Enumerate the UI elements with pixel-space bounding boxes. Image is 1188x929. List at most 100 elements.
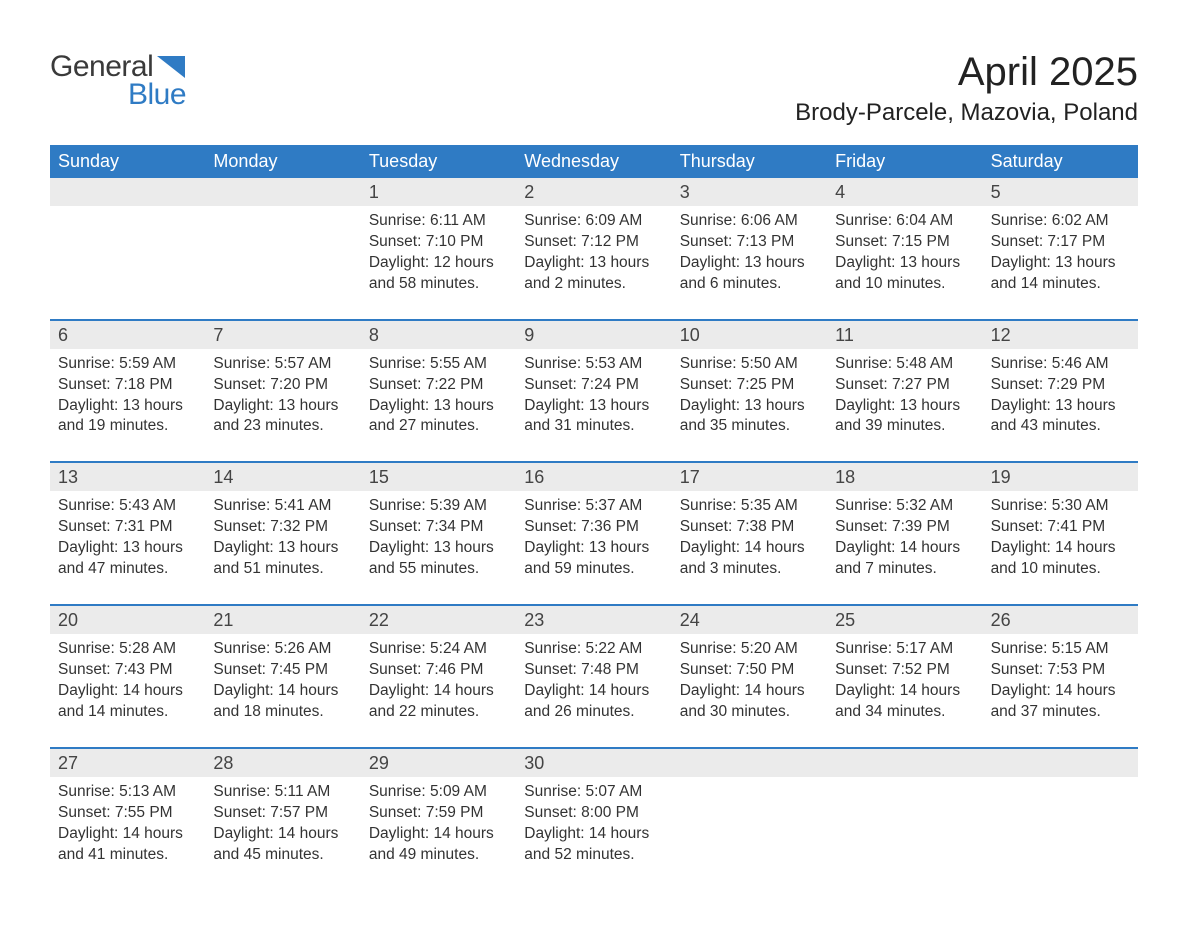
day-sunset: Sunset: 7:41 PM	[991, 517, 1130, 538]
day-sunset: Sunset: 8:00 PM	[524, 803, 663, 824]
day-daylight2: and 10 minutes.	[991, 559, 1130, 580]
day-daylight2: and 14 minutes.	[991, 274, 1130, 295]
day-daylight2: and 43 minutes.	[991, 416, 1130, 437]
day-daylight2: and 51 minutes.	[213, 559, 352, 580]
day-sunset: Sunset: 7:55 PM	[58, 803, 197, 824]
day-daylight2: and 58 minutes.	[369, 274, 508, 295]
day-daylight1: Daylight: 13 hours	[991, 253, 1130, 274]
day-sunset: Sunset: 7:31 PM	[58, 517, 197, 538]
day-number: 29	[361, 749, 516, 777]
day-sunset: Sunset: 7:48 PM	[524, 660, 663, 681]
day-number: 19	[983, 463, 1138, 491]
calendar: Sunday Monday Tuesday Wednesday Thursday…	[50, 145, 1138, 889]
day-header-wed: Wednesday	[516, 145, 671, 178]
day-daylight2: and 3 minutes.	[680, 559, 819, 580]
day-sunrise: Sunrise: 6:04 AM	[835, 211, 974, 232]
day-daylight2: and 31 minutes.	[524, 416, 663, 437]
day-daylight2: and 45 minutes.	[213, 845, 352, 866]
day-sunset: Sunset: 7:13 PM	[680, 232, 819, 253]
day-sunrise: Sunrise: 5:20 AM	[680, 639, 819, 660]
day-header-thu: Thursday	[672, 145, 827, 178]
day-header-row: Sunday Monday Tuesday Wednesday Thursday…	[50, 145, 1138, 178]
title-block: April 2025 Brody-Parcele, Mazovia, Polan…	[795, 50, 1138, 127]
day-daylight1: Daylight: 13 hours	[524, 538, 663, 559]
day-daylight2: and 52 minutes.	[524, 845, 663, 866]
day-number: 10	[672, 321, 827, 349]
day-number: 25	[827, 606, 982, 634]
day-number: 2	[516, 178, 671, 206]
day-number: 24	[672, 606, 827, 634]
day-daylight2: and 55 minutes.	[369, 559, 508, 580]
page-header: General Blue April 2025 Brody-Parcele, M…	[50, 50, 1138, 127]
day-daylight2: and 37 minutes.	[991, 702, 1130, 723]
day-daylight1: Daylight: 14 hours	[991, 681, 1130, 702]
day-daylight1: Daylight: 14 hours	[524, 824, 663, 845]
day-sunrise: Sunrise: 5:15 AM	[991, 639, 1130, 660]
day-daylight1: Daylight: 13 hours	[213, 538, 352, 559]
day-header-fri: Friday	[827, 145, 982, 178]
day-sunrise: Sunrise: 5:50 AM	[680, 354, 819, 375]
day-daylight2: and 27 minutes.	[369, 416, 508, 437]
day-number: 5	[983, 178, 1138, 206]
day-daylight2: and 23 minutes.	[213, 416, 352, 437]
day-daylight1: Daylight: 13 hours	[213, 396, 352, 417]
day-sunrise: Sunrise: 5:09 AM	[369, 782, 508, 803]
day-cell: Sunrise: 5:48 AMSunset: 7:27 PMDaylight:…	[827, 349, 982, 462]
day-daylight2: and 39 minutes.	[835, 416, 974, 437]
day-sunset: Sunset: 7:46 PM	[369, 660, 508, 681]
day-sunrise: Sunrise: 5:37 AM	[524, 496, 663, 517]
day-daylight2: and 26 minutes.	[524, 702, 663, 723]
day-number-row: 27282930	[50, 749, 1138, 777]
day-sunrise: Sunrise: 5:22 AM	[524, 639, 663, 660]
day-daylight1: Daylight: 14 hours	[58, 681, 197, 702]
day-sunrise: Sunrise: 5:13 AM	[58, 782, 197, 803]
day-daylight2: and 14 minutes.	[58, 702, 197, 723]
day-cell: Sunrise: 5:26 AMSunset: 7:45 PMDaylight:…	[205, 634, 360, 747]
day-number: 17	[672, 463, 827, 491]
day-sunset: Sunset: 7:38 PM	[680, 517, 819, 538]
day-number: 6	[50, 321, 205, 349]
day-sunset: Sunset: 7:10 PM	[369, 232, 508, 253]
day-daylight1: Daylight: 14 hours	[58, 824, 197, 845]
day-sunrise: Sunrise: 5:35 AM	[680, 496, 819, 517]
day-number-row: 6789101112	[50, 321, 1138, 349]
day-cell: Sunrise: 5:20 AMSunset: 7:50 PMDaylight:…	[672, 634, 827, 747]
day-number: 12	[983, 321, 1138, 349]
day-sunset: Sunset: 7:17 PM	[991, 232, 1130, 253]
day-cell: Sunrise: 5:30 AMSunset: 7:41 PMDaylight:…	[983, 491, 1138, 604]
day-number: 23	[516, 606, 671, 634]
day-sunrise: Sunrise: 5:28 AM	[58, 639, 197, 660]
day-cell: Sunrise: 5:50 AMSunset: 7:25 PMDaylight:…	[672, 349, 827, 462]
day-sunrise: Sunrise: 5:17 AM	[835, 639, 974, 660]
day-sunset: Sunset: 7:18 PM	[58, 375, 197, 396]
day-header-tue: Tuesday	[361, 145, 516, 178]
day-daylight1: Daylight: 13 hours	[524, 253, 663, 274]
day-cell: Sunrise: 6:06 AMSunset: 7:13 PMDaylight:…	[672, 206, 827, 319]
day-daylight2: and 59 minutes.	[524, 559, 663, 580]
day-number	[827, 749, 982, 777]
day-sunset: Sunset: 7:32 PM	[213, 517, 352, 538]
location-subtitle: Brody-Parcele, Mazovia, Poland	[795, 99, 1138, 127]
day-daylight2: and 19 minutes.	[58, 416, 197, 437]
day-sunrise: Sunrise: 5:59 AM	[58, 354, 197, 375]
day-number: 13	[50, 463, 205, 491]
day-number: 30	[516, 749, 671, 777]
day-cell: Sunrise: 6:09 AMSunset: 7:12 PMDaylight:…	[516, 206, 671, 319]
day-sunset: Sunset: 7:52 PM	[835, 660, 974, 681]
day-number: 1	[361, 178, 516, 206]
day-number: 3	[672, 178, 827, 206]
day-number	[205, 178, 360, 206]
day-cell: Sunrise: 5:41 AMSunset: 7:32 PMDaylight:…	[205, 491, 360, 604]
day-sunrise: Sunrise: 5:26 AM	[213, 639, 352, 660]
day-daylight1: Daylight: 13 hours	[680, 253, 819, 274]
day-cell: Sunrise: 5:39 AMSunset: 7:34 PMDaylight:…	[361, 491, 516, 604]
day-sunset: Sunset: 7:29 PM	[991, 375, 1130, 396]
day-daylight2: and 49 minutes.	[369, 845, 508, 866]
day-cell: Sunrise: 5:35 AMSunset: 7:38 PMDaylight:…	[672, 491, 827, 604]
day-number-row: 12345	[50, 178, 1138, 206]
day-daylight1: Daylight: 13 hours	[524, 396, 663, 417]
day-number: 28	[205, 749, 360, 777]
calendar-week: 13141516171819Sunrise: 5:43 AMSunset: 7:…	[50, 461, 1138, 604]
day-sunrise: Sunrise: 5:39 AM	[369, 496, 508, 517]
day-sunrise: Sunrise: 5:32 AM	[835, 496, 974, 517]
